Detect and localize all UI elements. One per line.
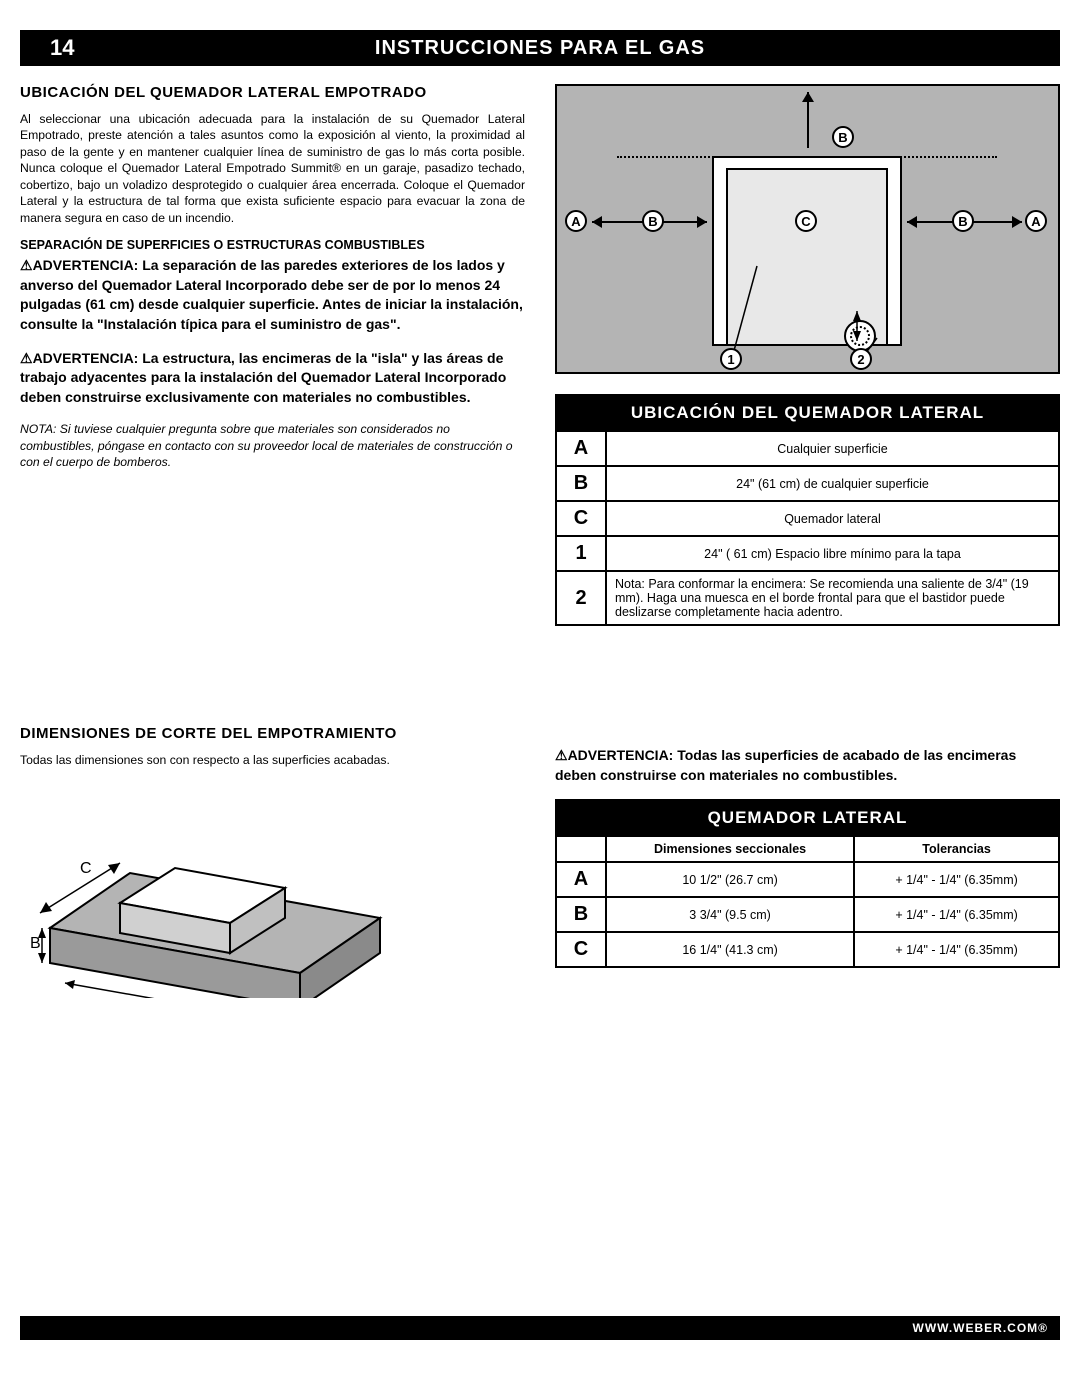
cell-tol: + 1/4" - 1/4" (6.35mm) xyxy=(854,932,1059,967)
warning-1: ⚠ADVERTENCIA: La separación de las pared… xyxy=(20,256,525,334)
table-row: ACualquier superficie xyxy=(556,431,1059,466)
table-row: C16 1/4" (41.3 cm)+ 1/4" - 1/4" (6.35mm) xyxy=(556,932,1059,967)
table-location: UBICACIÓN DEL QUEMADOR LATERAL ACualquie… xyxy=(555,394,1060,626)
warning-icon: ⚠ xyxy=(20,349,33,369)
table-row: B3 3/4" (9.5 cm)+ 1/4" - 1/4" (6.35mm) xyxy=(556,897,1059,932)
cell-dim: 10 1/2" (26.7 cm) xyxy=(606,862,854,897)
cell-key: C xyxy=(556,501,606,536)
cell-key: C xyxy=(556,932,606,967)
section-heading-location: UBICACIÓN DEL QUEMADOR LATERAL EMPOTRADO xyxy=(20,84,525,101)
cell-key: 2 xyxy=(556,571,606,625)
label-b-right: B xyxy=(952,210,974,232)
cell-tol: + 1/4" - 1/4" (6.35mm) xyxy=(854,862,1059,897)
footer-text: WWW.WEBER.COM® xyxy=(913,1321,1049,1335)
label-1: 1 xyxy=(720,348,742,370)
cell-dim: 16 1/4" (41.3 cm) xyxy=(606,932,854,967)
right-column: B A B C B A xyxy=(555,84,1060,998)
table-location-title: UBICACIÓN DEL QUEMADOR LATERAL xyxy=(556,395,1059,431)
table-row: B24" (61 cm) de cualquier superficie xyxy=(556,466,1059,501)
cell-key: B xyxy=(556,466,606,501)
table-row: 124" ( 61 cm) Espacio libre mínimo para … xyxy=(556,536,1059,571)
arrow-icon xyxy=(807,92,809,148)
burner-inner xyxy=(726,168,888,344)
cell-val: Quemador lateral xyxy=(606,501,1059,536)
header-bar: 14 INSTRUCCIONES PARA EL GAS xyxy=(20,30,1060,66)
label-a-left: A xyxy=(565,210,587,232)
table-dimensions: QUEMADOR LATERAL Dimensiones seccionales… xyxy=(555,799,1060,968)
label-c-center: C xyxy=(795,210,817,232)
note-materials: NOTA: Si tuviese cualquier pregunta sobr… xyxy=(20,421,525,470)
columns: UBICACIÓN DEL QUEMADOR LATERAL EMPOTRADO… xyxy=(20,84,1060,998)
section-heading-cut: DIMENSIONES DE CORTE DEL EMPOTRAMIENTO xyxy=(20,725,525,742)
cut-diagram: B C A xyxy=(20,788,400,998)
col-dimensions: Dimensiones seccionales xyxy=(606,836,854,862)
label-a-right: A xyxy=(1025,210,1047,232)
cell-key: A xyxy=(556,431,606,466)
warning-3-text: ADVERTENCIA: Todas las superficies de ac… xyxy=(555,747,1016,783)
cell-tol: + 1/4" - 1/4" (6.35mm) xyxy=(854,897,1059,932)
left-column: UBICACIÓN DEL QUEMADOR LATERAL EMPOTRADO… xyxy=(20,84,525,998)
cell-key: B xyxy=(556,897,606,932)
table-row: A10 1/2" (26.7 cm)+ 1/4" - 1/4" (6.35mm) xyxy=(556,862,1059,897)
label-b-top: B xyxy=(832,126,854,148)
header-title: INSTRUCCIONES PARA EL GAS xyxy=(375,37,705,60)
table-dimensions-title: QUEMADOR LATERAL xyxy=(556,800,1059,836)
burner-box xyxy=(712,156,902,346)
clearance-diagram: B A B C B A xyxy=(555,84,1060,374)
warning-2: ⚠ADVERTENCIA: La estructura, las encimer… xyxy=(20,349,525,408)
label-2: 2 xyxy=(850,348,872,370)
table-header-row: Dimensiones seccionales Tolerancias xyxy=(556,836,1059,862)
cell-dim: 3 3/4" (9.5 cm) xyxy=(606,897,854,932)
cell-val: 24" (61 cm) de cualquier superficie xyxy=(606,466,1059,501)
label-b-left: B xyxy=(642,210,664,232)
cell-blank xyxy=(556,836,606,862)
warning-icon: ⚠ xyxy=(555,746,568,766)
warning-3: ⚠ADVERTENCIA: Todas las superficies de a… xyxy=(555,746,1060,785)
page-number: 14 xyxy=(20,35,74,61)
subheading-separation: SEPARACIÓN DE SUPERFICIES O ESTRUCTURAS … xyxy=(20,238,525,252)
cell-val: Cualquier superficie xyxy=(606,431,1059,466)
table-row: CQuemador lateral xyxy=(556,501,1059,536)
cell-key: 1 xyxy=(556,536,606,571)
page: 14 INSTRUCCIONES PARA EL GAS UBICACIÓN D… xyxy=(0,0,1080,1360)
paragraph-cut: Todas las dimensiones son con respecto a… xyxy=(20,752,525,768)
cell-key: A xyxy=(556,862,606,897)
paragraph-location: Al seleccionar una ubicación adecuada pa… xyxy=(20,111,525,226)
svg-text:B: B xyxy=(30,935,41,952)
col-tolerances: Tolerancias xyxy=(854,836,1059,862)
footer-bar: WWW.WEBER.COM® xyxy=(20,1316,1060,1340)
svg-text:C: C xyxy=(80,860,92,877)
cut-diagram-svg: B C A xyxy=(20,788,400,998)
table-row: 2Nota: Para conformar la encimera: Se re… xyxy=(556,571,1059,625)
cell-val: 24" ( 61 cm) Espacio libre mínimo para l… xyxy=(606,536,1059,571)
warning-icon: ⚠ xyxy=(20,256,33,276)
cell-val: Nota: Para conformar la encimera: Se rec… xyxy=(606,571,1059,625)
warning-2-text: ADVERTENCIA: La estructura, las encimera… xyxy=(20,350,506,405)
warning-1-text: ADVERTENCIA: La separación de las parede… xyxy=(20,257,523,332)
